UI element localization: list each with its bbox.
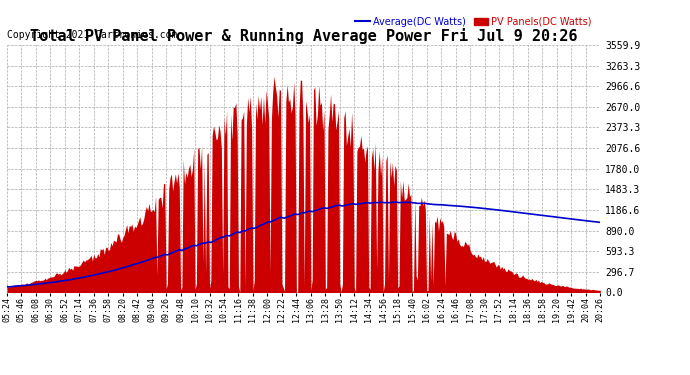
Text: Copyright 2021 Cartronics.com: Copyright 2021 Cartronics.com xyxy=(7,30,177,40)
Legend: Average(DC Watts), PV Panels(DC Watts): Average(DC Watts), PV Panels(DC Watts) xyxy=(351,13,595,30)
Title: Total PV Panel Power & Running Average Power Fri Jul 9 20:26: Total PV Panel Power & Running Average P… xyxy=(30,28,578,44)
